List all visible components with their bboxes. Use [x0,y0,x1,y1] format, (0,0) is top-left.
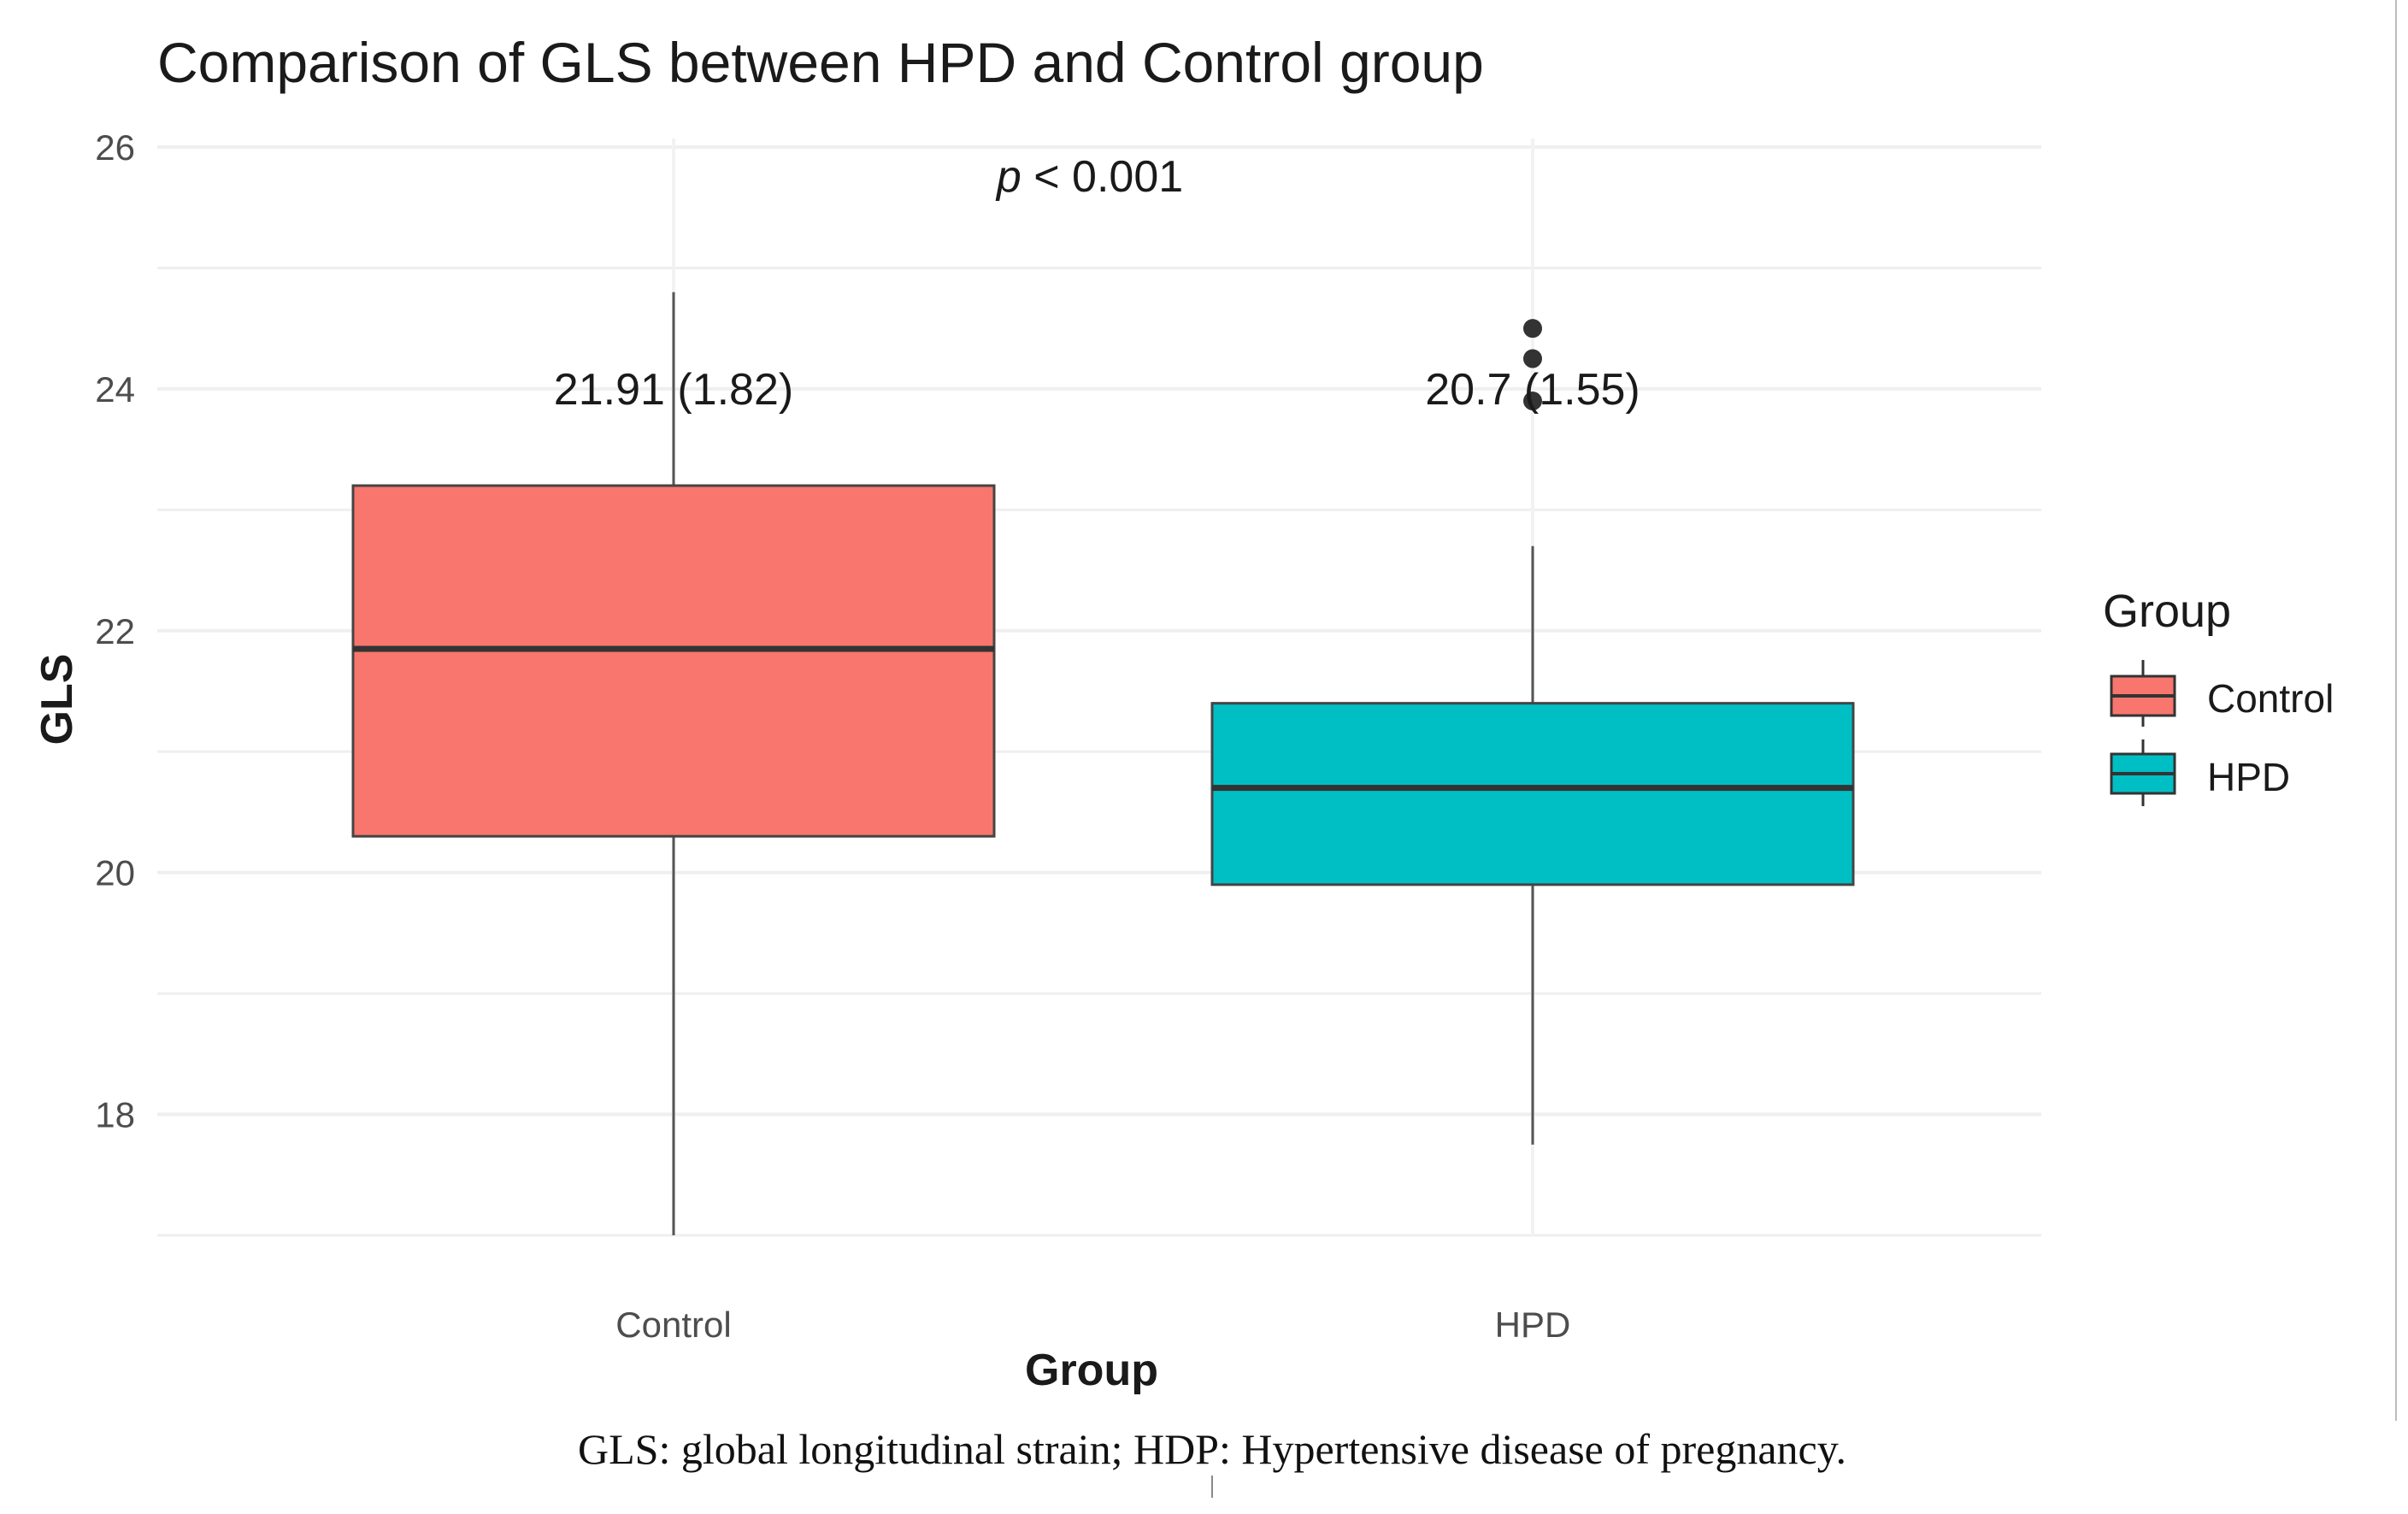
p-value: < 0.001 [1021,152,1183,202]
legend: Group Control HPD [2103,586,2334,806]
y-tick-label: 22 [95,611,135,651]
p-symbol: p [995,152,1021,202]
y-tick-label: 18 [95,1095,135,1135]
y-tick-label: 20 [95,853,135,893]
x-axis-title: Group [1025,1346,1158,1395]
legend-title: Group [2103,586,2231,637]
summary-label-hpd: 20.7 (1.55) [1425,365,1640,415]
outlier-point-hpd [1523,349,1542,368]
y-tick-label: 26 [95,127,135,168]
legend-label-control: Control [2207,676,2334,721]
y-axis-title: GLS [32,654,82,745]
legend-item-control: Control [2110,660,2334,727]
box-control [351,484,996,838]
figure-caption: GLS: global longitudinal strain; HDP: Hy… [578,1425,1846,1473]
x-axis-ticks: Control HPD [615,1305,1570,1345]
x-tick-label: HPD [1495,1305,1571,1345]
outlier-point-hpd [1523,319,1542,339]
p-value-annotation: p < 0.001 [995,152,1183,202]
box-hpd [1210,702,1855,887]
legend-item-hpd: HPD [2110,739,2290,806]
boxes: 21.91 (1.82) 20.7 (1.55) [351,292,1855,1235]
x-tick-label: Control [615,1305,731,1345]
chart-title: Comparison of GLS between HPD and Contro… [157,31,1484,94]
y-tick-label: 24 [95,369,135,409]
y-axis-ticks: 18 20 22 24 26 [95,127,135,1135]
legend-label-hpd: HPD [2207,755,2290,799]
summary-label-control: 21.91 (1.82) [554,365,793,415]
outlier-point-hpd [1523,392,1542,411]
